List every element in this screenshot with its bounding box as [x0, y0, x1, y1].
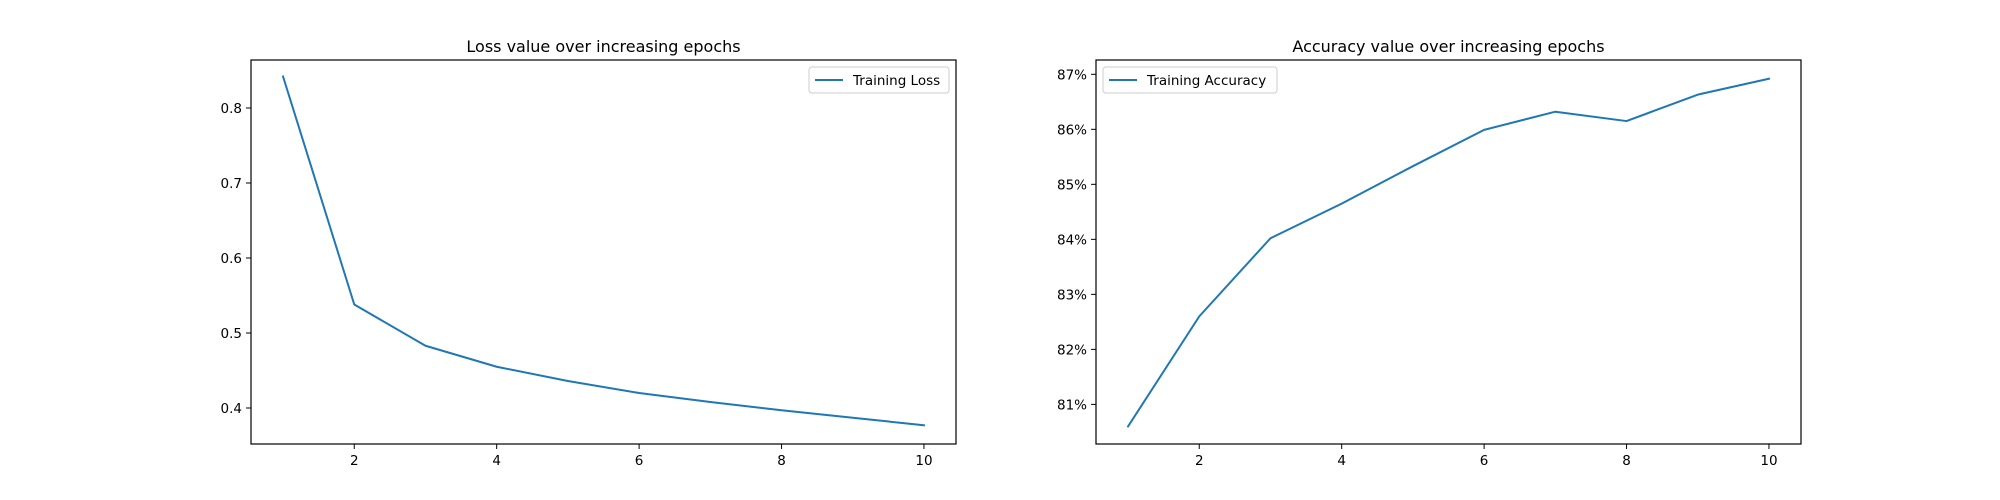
y-axis-ticks: 81% 82% 83% 84% 85% 86% 87%	[1057, 67, 1096, 413]
legend: Training Accuracy	[1102, 66, 1278, 94]
y-tick-label: 82%	[1057, 342, 1087, 358]
x-tick-label: 4	[1337, 453, 1346, 469]
y-tick-label: 0.6	[221, 251, 242, 267]
chart-title: Accuracy value over increasing epochs	[1292, 37, 1604, 56]
legend: Training Loss	[808, 66, 950, 94]
x-tick-label: 8	[777, 453, 786, 469]
series-line-1	[1126, 77, 1771, 428]
x-axis-ticks: 2 4 6 8 10	[1195, 444, 1778, 469]
x-tick-label: 2	[350, 453, 359, 469]
y-tick-label: 0.7	[221, 176, 242, 192]
x-tick-label: 10	[1760, 453, 1777, 469]
axes-frame	[250, 59, 957, 445]
legend-box	[808, 66, 950, 94]
chart-panel-2: Accuracy value over increasing epochs 2 4 6…	[1057, 37, 1802, 469]
y-tick-label: 81%	[1057, 397, 1087, 413]
chart-title: Loss value over increasing epochs	[466, 37, 740, 56]
y-tick-label: 83%	[1057, 287, 1087, 303]
legend-box	[1102, 66, 1278, 94]
y-tick-label: 0.4	[221, 401, 242, 417]
legend-label: Training Accuracy	[1146, 73, 1266, 89]
x-axis-ticks: 2 4 6 8 10	[350, 444, 933, 469]
y-tick-label: 87%	[1057, 67, 1087, 83]
axes-frame	[1095, 59, 1802, 445]
x-tick-label: 6	[635, 453, 644, 469]
y-tick-label: 86%	[1057, 122, 1087, 138]
chart-panel-1: Loss value over increasing epochs 2 4 6 8 10 0…	[221, 37, 957, 469]
y-tick-label: 85%	[1057, 177, 1087, 193]
y-tick-label: 0.5	[221, 326, 242, 342]
y-tick-label: 84%	[1057, 232, 1087, 248]
y-axis-ticks: 0.4 0.5 0.6 0.7 0.8	[221, 101, 251, 417]
x-tick-label: 4	[492, 453, 501, 469]
x-tick-label: 10	[915, 453, 932, 469]
x-tick-label: 2	[1195, 453, 1204, 469]
series-line-1	[281, 75, 926, 427]
y-tick-label: 0.8	[221, 101, 242, 117]
x-tick-label: 6	[1480, 453, 1489, 469]
x-tick-label: 8	[1622, 453, 1631, 469]
legend-label: Training Loss	[852, 73, 940, 89]
